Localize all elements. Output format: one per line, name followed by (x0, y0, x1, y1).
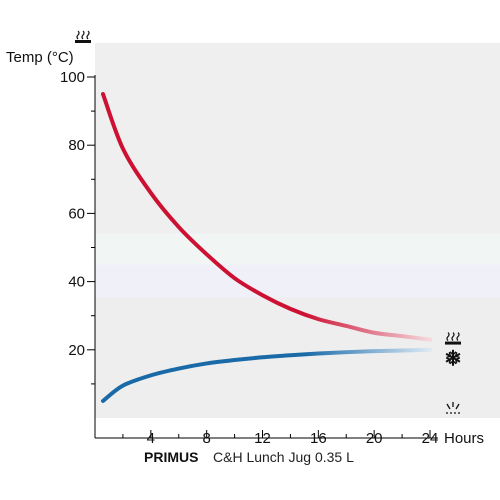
background-band-0 (95, 296, 500, 418)
y-tick-label: 80 (68, 137, 85, 154)
x-axis: 4 8 12 16 20 24 (95, 430, 438, 447)
hot-icon (75, 30, 91, 43)
cold-icon (445, 349, 461, 366)
y-tick-label: 20 (68, 342, 85, 359)
x-tick-label: 4 (147, 430, 155, 447)
series-end-icons (445, 332, 461, 414)
y-tick-label: 100 (60, 69, 85, 86)
background-band-1 (95, 264, 500, 297)
cold-series-line (101, 347, 432, 403)
x-tick-label: 20 (366, 430, 383, 447)
plot-background (95, 42, 500, 418)
x-tick-label: 16 (310, 430, 327, 447)
series-lines (101, 92, 432, 403)
x-tick-label: 8 (202, 430, 210, 447)
ambient-icon (446, 402, 460, 414)
y-axis: 20 40 60 80 100 (60, 69, 96, 438)
y-tick-label: 40 (68, 274, 85, 291)
product-name: C&H Lunch Jug 0.35 L (213, 449, 354, 465)
x-tick-label: 24 (422, 430, 439, 447)
y-tick-label: 60 (68, 205, 85, 222)
background-band-2 (95, 233, 500, 265)
chart-footer: PRIMUS C&H Lunch Jug 0.35 L (144, 449, 354, 465)
brand-name: PRIMUS (144, 449, 198, 465)
hot-icon (445, 332, 461, 345)
background-band-3 (95, 42, 500, 234)
x-axis-title: Hours (444, 430, 484, 447)
y-axis-title: Temp (°C) (6, 49, 74, 66)
hot-series-line (101, 92, 432, 342)
x-tick-label: 12 (254, 430, 271, 447)
